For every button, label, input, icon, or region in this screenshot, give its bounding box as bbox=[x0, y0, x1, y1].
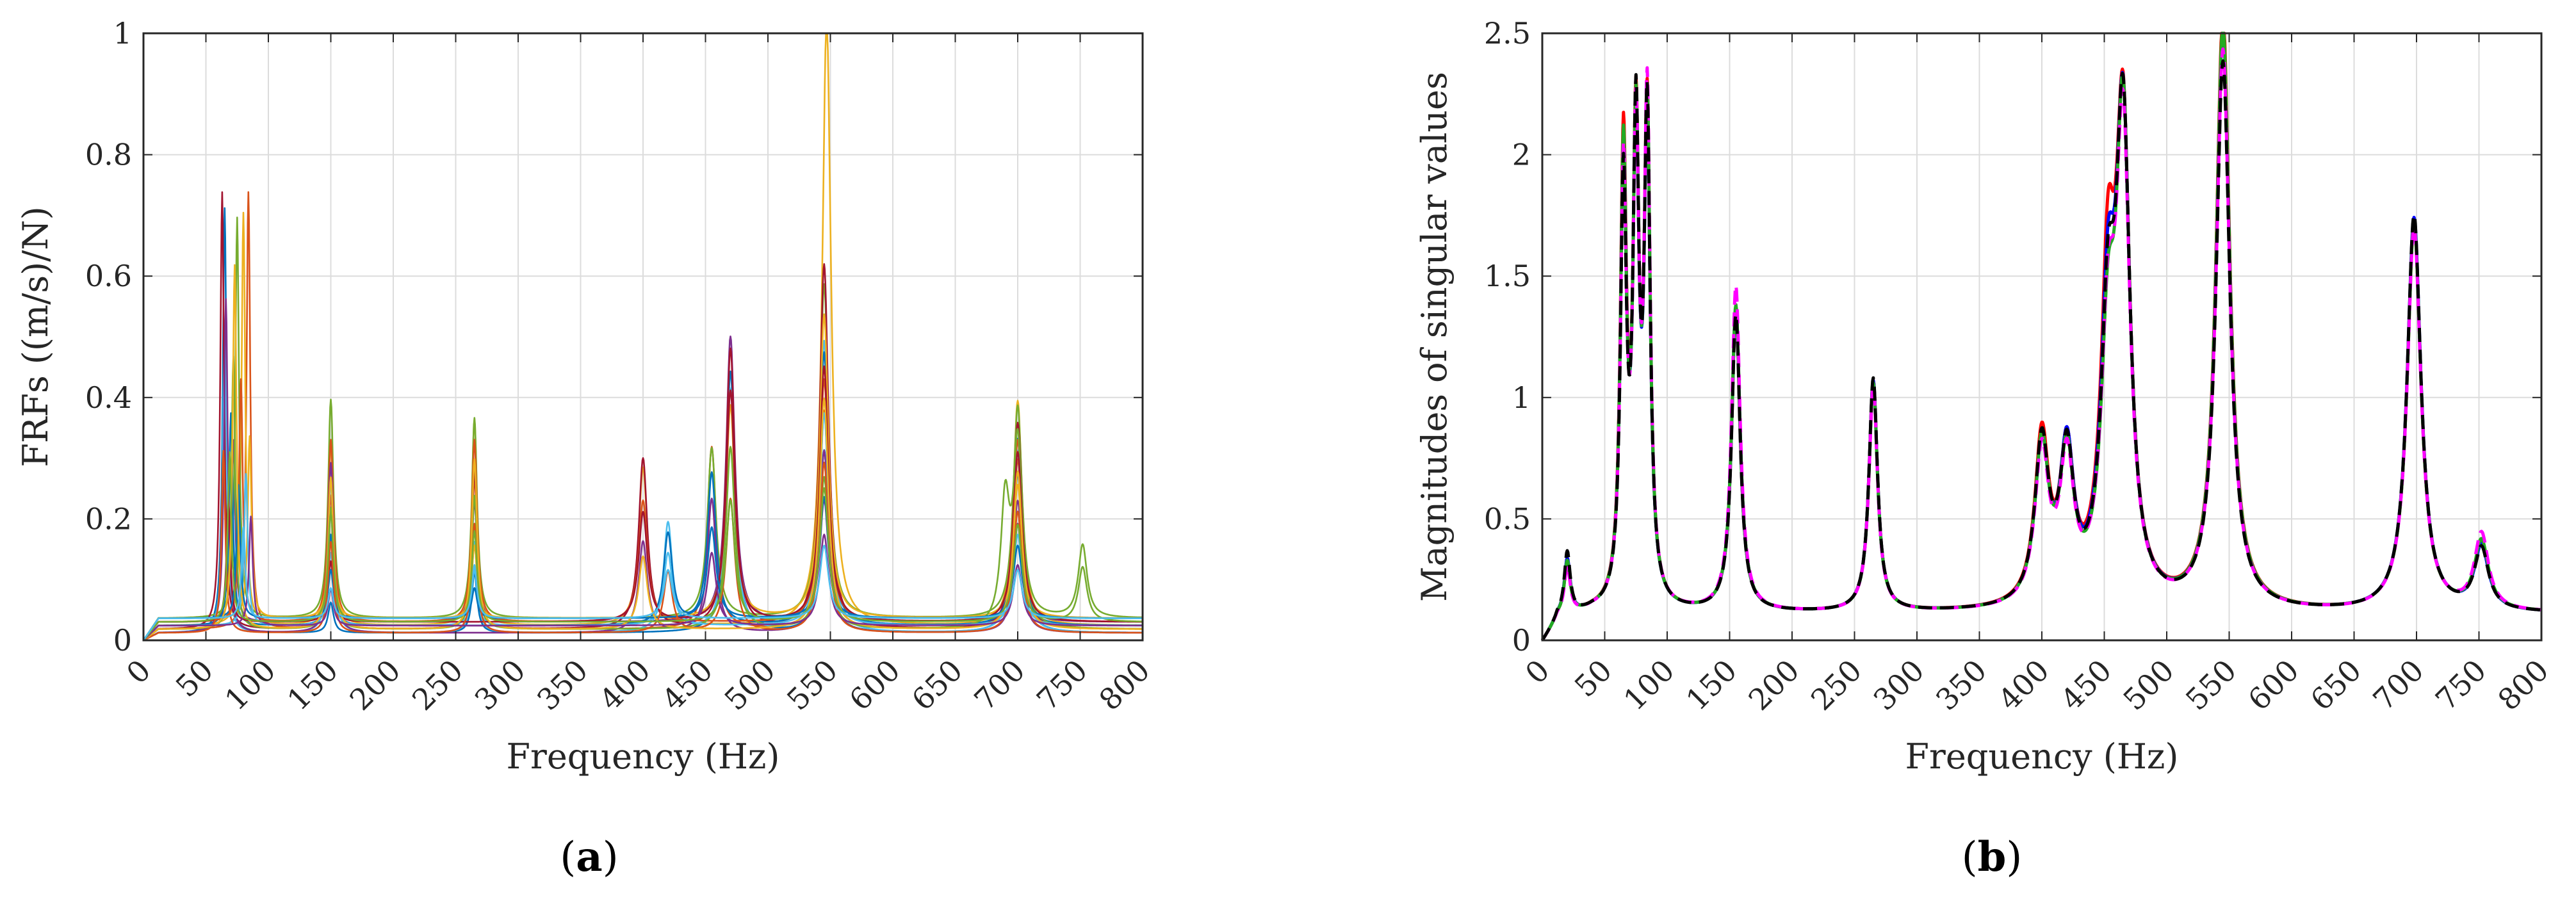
x-axis-label: Frequency (Hz) bbox=[1905, 736, 2179, 777]
grid-lines bbox=[1542, 33, 2542, 641]
x-tick-label: 150 bbox=[281, 653, 345, 717]
x-tick-label: 300 bbox=[1867, 653, 1931, 717]
panel-label: (a) bbox=[560, 833, 618, 881]
tick-marks bbox=[1542, 33, 2542, 641]
x-tick-label: 100 bbox=[1617, 653, 1681, 717]
series-line bbox=[143, 515, 1143, 641]
x-tick-label: 450 bbox=[2054, 653, 2118, 717]
x-tick-label: 100 bbox=[218, 653, 282, 717]
y-tick-label: 0 bbox=[113, 623, 132, 658]
x-tick-label: 200 bbox=[1742, 653, 1806, 717]
x-tick-label: 50 bbox=[1568, 653, 1619, 704]
x-tick-label: 0 bbox=[120, 653, 158, 691]
grid-lines bbox=[143, 33, 1143, 641]
y-tick-label: 1.5 bbox=[1484, 259, 1531, 293]
x-tick-label: 650 bbox=[905, 653, 969, 717]
x-tick-label: 700 bbox=[968, 653, 1032, 717]
x-tick-label: 550 bbox=[2179, 653, 2243, 717]
x-tick-label: 800 bbox=[2491, 653, 2556, 717]
y-tick-label: 2.5 bbox=[1484, 16, 1531, 51]
x-tick-label: 50 bbox=[169, 653, 220, 704]
y-axis-label: Magnitudes of singular values bbox=[1414, 72, 1455, 602]
x-tick-label: 750 bbox=[2429, 653, 2493, 717]
panel-label-open-paren: ( bbox=[1962, 834, 1978, 881]
x-tick-label: 200 bbox=[343, 653, 407, 717]
y-tick-label: 0.4 bbox=[85, 380, 132, 415]
panel-label-open-paren: ( bbox=[560, 834, 576, 881]
panel-label-close-paren: ) bbox=[2006, 834, 2022, 881]
x-tick-label: 250 bbox=[1804, 653, 1868, 717]
panel-label-letter: a bbox=[576, 833, 602, 881]
x-tick-label: 650 bbox=[2304, 653, 2368, 717]
x-tick-label: 0 bbox=[1519, 653, 1556, 691]
y-tick-label: 1 bbox=[113, 16, 132, 51]
y-tick-label: 1 bbox=[1512, 380, 1531, 415]
x-tick-label: 350 bbox=[1929, 653, 1993, 717]
x-tick-label: 250 bbox=[405, 653, 469, 717]
y-tick-label: 0.2 bbox=[85, 501, 132, 536]
x-tick-label: 350 bbox=[530, 653, 594, 717]
x-tick-label: 150 bbox=[1679, 653, 1743, 717]
x-tick-label: 600 bbox=[2242, 653, 2306, 717]
x-tick-label: 800 bbox=[1093, 653, 1157, 717]
panel-label-letter: b bbox=[1978, 833, 2007, 881]
x-tick-label: 700 bbox=[2367, 653, 2431, 717]
y-tick-label: 0 bbox=[1512, 623, 1531, 658]
y-tick-label: 0.6 bbox=[85, 259, 132, 293]
panel-a-chart: 0 501001502002503003504004505005506006507… bbox=[15, 16, 1157, 881]
y-tick-label: 0.8 bbox=[85, 138, 132, 172]
x-axis-label: Frequency (Hz) bbox=[507, 736, 780, 777]
x-tick-label: 500 bbox=[718, 653, 782, 717]
x-tick-label: 750 bbox=[1030, 653, 1094, 717]
series-group bbox=[142, 32, 1143, 642]
series-line bbox=[142, 526, 1143, 641]
series-line bbox=[143, 451, 1143, 641]
series-line bbox=[143, 365, 1143, 641]
x-tick-label: 600 bbox=[843, 653, 907, 717]
x-tick-label: 400 bbox=[1992, 653, 2056, 717]
y-tick-label: 0.5 bbox=[1484, 501, 1531, 536]
x-tick-label: 500 bbox=[2117, 653, 2181, 717]
series-group bbox=[1540, 31, 2543, 642]
x-tick-label: 400 bbox=[593, 653, 657, 717]
series-line bbox=[1540, 59, 2543, 642]
y-axis-label: FRFs ((m/s)/N) bbox=[15, 206, 56, 467]
y-tick-label: 2 bbox=[1512, 138, 1531, 172]
panel-b-chart: 0 501001502002503003504004505005506006507… bbox=[1414, 16, 2556, 881]
x-tick-label: 300 bbox=[468, 653, 532, 717]
x-tick-label: 550 bbox=[780, 653, 844, 717]
x-tick-label: 450 bbox=[655, 653, 719, 717]
series-line bbox=[143, 450, 1143, 642]
panel-label-close-paren: ) bbox=[603, 834, 619, 881]
panel-label: (b) bbox=[1962, 833, 2023, 881]
tick-marks bbox=[143, 33, 1143, 641]
